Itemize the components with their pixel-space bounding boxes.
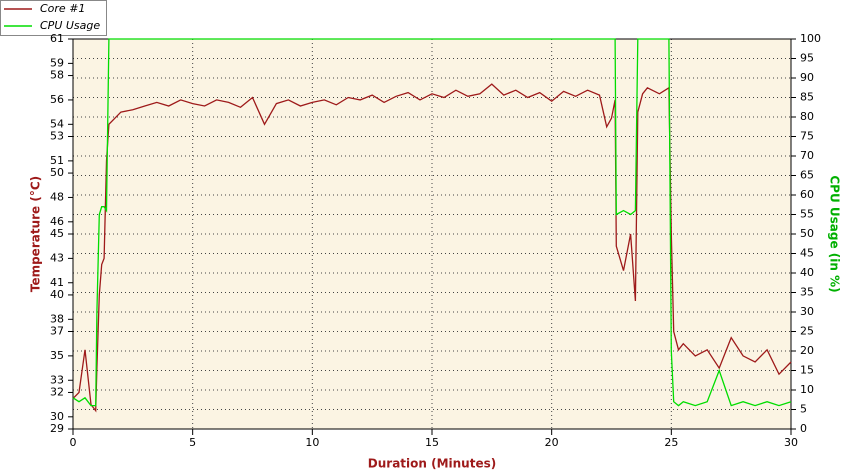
x-tick-label: 30 — [784, 436, 798, 449]
y2-tick-label: 65 — [800, 169, 814, 182]
y2-tick-label: 60 — [800, 188, 814, 201]
y-tick-label: 58 — [50, 69, 64, 82]
y-tick-label: 51 — [50, 154, 64, 167]
x-tick-label: 5 — [189, 436, 196, 449]
y-tick-label: 50 — [50, 166, 64, 179]
y2-tick-label: 5 — [800, 403, 807, 416]
y-tick-label: 53 — [50, 130, 64, 143]
x-tick-label: 10 — [305, 436, 319, 449]
y2-tick-label: 35 — [800, 286, 814, 299]
y-axis-title: Temperature (°C) — [29, 176, 43, 292]
y2-tick-label: 0 — [800, 422, 807, 435]
y-tick-label: 29 — [50, 422, 64, 435]
y-tick-label: 32 — [50, 385, 64, 398]
y-tick-label: 48 — [50, 190, 64, 203]
y-tick-label: 54 — [50, 117, 64, 130]
y-tick-label: 37 — [50, 325, 64, 338]
y-tick-label: 61 — [50, 32, 64, 45]
y2-tick-label: 55 — [800, 208, 814, 221]
y2-tick-label: 45 — [800, 247, 814, 260]
y2-tick-label: 85 — [800, 91, 814, 104]
y-tick-label: 41 — [50, 276, 64, 289]
y-tick-label: 35 — [50, 349, 64, 362]
y-tick-label: 45 — [50, 227, 64, 240]
y-tick-label: 40 — [50, 288, 64, 301]
y2-tick-label: 95 — [800, 52, 814, 65]
y-tick-label: 33 — [50, 373, 64, 386]
x-axis-title: Duration (Minutes) — [368, 457, 496, 471]
y2-tick-label: 90 — [800, 71, 814, 84]
y2-tick-label: 100 — [800, 32, 821, 45]
y2-tick-label: 25 — [800, 325, 814, 338]
x-tick-label: 15 — [425, 436, 439, 449]
y-tick-label: 43 — [50, 251, 64, 264]
y2-tick-label: 15 — [800, 364, 814, 377]
legend — [0, 0, 107, 36]
legend-label: CPU Usage — [40, 19, 100, 32]
y-tick-label: 30 — [50, 410, 64, 423]
y-tick-label: 56 — [50, 93, 64, 106]
y2-axis-title: CPU Usage (in %) — [828, 175, 842, 292]
x-tick-label: 25 — [664, 436, 678, 449]
y2-tick-label: 30 — [800, 305, 814, 318]
plot-area — [73, 39, 791, 429]
x-tick-label: 20 — [545, 436, 559, 449]
y2-tick-label: 80 — [800, 110, 814, 123]
y2-tick-label: 50 — [800, 227, 814, 240]
y2-tick-label: 20 — [800, 344, 814, 357]
y2-tick-label: 10 — [800, 383, 814, 396]
y-tick-label: 59 — [50, 56, 64, 69]
y-tick-label: 38 — [50, 312, 64, 325]
legend-label: Core #1 — [40, 2, 85, 15]
y2-tick-label: 75 — [800, 130, 814, 143]
data-line — [72, 38, 792, 407]
y2-tick-label: 70 — [800, 149, 814, 162]
y-tick-label: 46 — [50, 215, 64, 228]
y2-tick-label: 40 — [800, 266, 814, 279]
x-tick-label: 0 — [70, 436, 77, 449]
